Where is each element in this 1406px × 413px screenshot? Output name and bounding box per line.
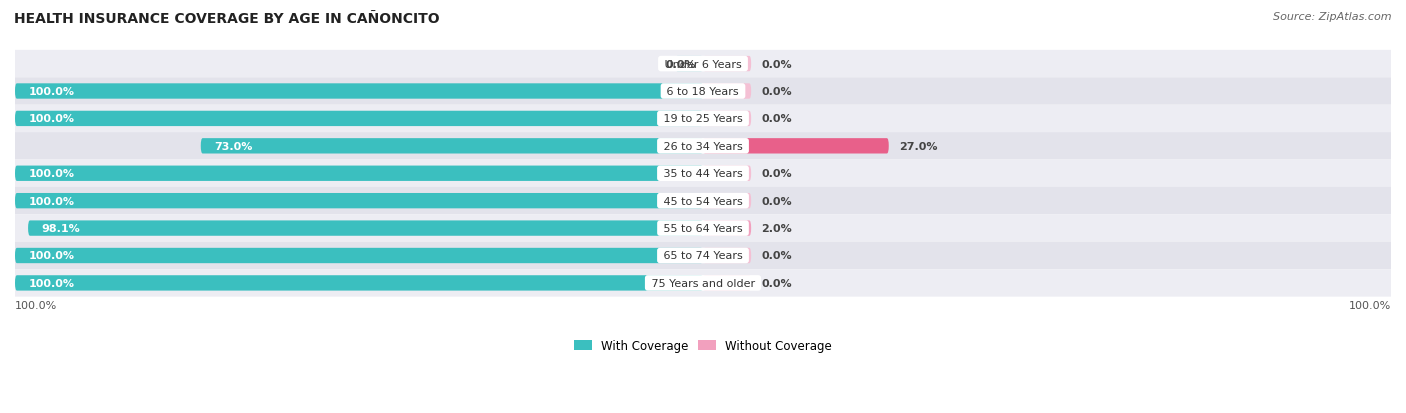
FancyBboxPatch shape <box>15 248 703 263</box>
FancyBboxPatch shape <box>15 51 1391 78</box>
Text: 26 to 34 Years: 26 to 34 Years <box>659 142 747 152</box>
Text: 65 to 74 Years: 65 to 74 Years <box>659 251 747 261</box>
FancyBboxPatch shape <box>15 78 1391 105</box>
FancyBboxPatch shape <box>15 215 1391 242</box>
Text: 100.0%: 100.0% <box>28 114 75 124</box>
FancyBboxPatch shape <box>703 194 751 209</box>
FancyBboxPatch shape <box>15 242 1391 270</box>
Text: 55 to 64 Years: 55 to 64 Years <box>659 223 747 233</box>
FancyBboxPatch shape <box>15 270 1391 297</box>
Text: 98.1%: 98.1% <box>42 223 80 233</box>
Text: 0.0%: 0.0% <box>762 87 792 97</box>
FancyBboxPatch shape <box>675 57 703 72</box>
Text: 27.0%: 27.0% <box>898 142 938 152</box>
FancyBboxPatch shape <box>703 221 751 236</box>
Text: Source: ZipAtlas.com: Source: ZipAtlas.com <box>1274 12 1392 22</box>
FancyBboxPatch shape <box>703 139 889 154</box>
Legend: With Coverage, Without Coverage: With Coverage, Without Coverage <box>569 334 837 357</box>
Text: 0.0%: 0.0% <box>762 196 792 206</box>
Text: 0.0%: 0.0% <box>665 59 696 69</box>
Text: 2.0%: 2.0% <box>762 223 792 233</box>
Text: 0.0%: 0.0% <box>762 278 792 288</box>
Text: 100.0%: 100.0% <box>15 300 58 310</box>
Text: 0.0%: 0.0% <box>762 59 792 69</box>
Text: 100.0%: 100.0% <box>28 251 75 261</box>
FancyBboxPatch shape <box>703 57 751 72</box>
FancyBboxPatch shape <box>28 221 703 236</box>
Text: HEALTH INSURANCE COVERAGE BY AGE IN CAÑONCITO: HEALTH INSURANCE COVERAGE BY AGE IN CAÑO… <box>14 12 440 26</box>
Text: 73.0%: 73.0% <box>215 142 253 152</box>
FancyBboxPatch shape <box>15 160 1391 188</box>
FancyBboxPatch shape <box>15 112 703 127</box>
Text: 75 Years and older: 75 Years and older <box>648 278 758 288</box>
FancyBboxPatch shape <box>703 248 751 263</box>
FancyBboxPatch shape <box>15 194 703 209</box>
FancyBboxPatch shape <box>15 275 703 291</box>
Text: 100.0%: 100.0% <box>28 196 75 206</box>
Text: 100.0%: 100.0% <box>28 278 75 288</box>
Text: 100.0%: 100.0% <box>1348 300 1391 310</box>
Text: 100.0%: 100.0% <box>28 169 75 179</box>
FancyBboxPatch shape <box>15 105 1391 133</box>
FancyBboxPatch shape <box>15 166 703 181</box>
Text: 19 to 25 Years: 19 to 25 Years <box>659 114 747 124</box>
FancyBboxPatch shape <box>703 84 751 100</box>
Text: Under 6 Years: Under 6 Years <box>661 59 745 69</box>
FancyBboxPatch shape <box>703 166 751 181</box>
FancyBboxPatch shape <box>703 112 751 127</box>
FancyBboxPatch shape <box>201 139 703 154</box>
FancyBboxPatch shape <box>15 133 1391 160</box>
Text: 35 to 44 Years: 35 to 44 Years <box>659 169 747 179</box>
Text: 0.0%: 0.0% <box>762 169 792 179</box>
Text: 6 to 18 Years: 6 to 18 Years <box>664 87 742 97</box>
Text: 0.0%: 0.0% <box>762 251 792 261</box>
FancyBboxPatch shape <box>703 275 751 291</box>
Text: 0.0%: 0.0% <box>762 114 792 124</box>
Text: 100.0%: 100.0% <box>28 87 75 97</box>
FancyBboxPatch shape <box>15 84 703 100</box>
Text: 45 to 54 Years: 45 to 54 Years <box>659 196 747 206</box>
FancyBboxPatch shape <box>15 188 1391 215</box>
